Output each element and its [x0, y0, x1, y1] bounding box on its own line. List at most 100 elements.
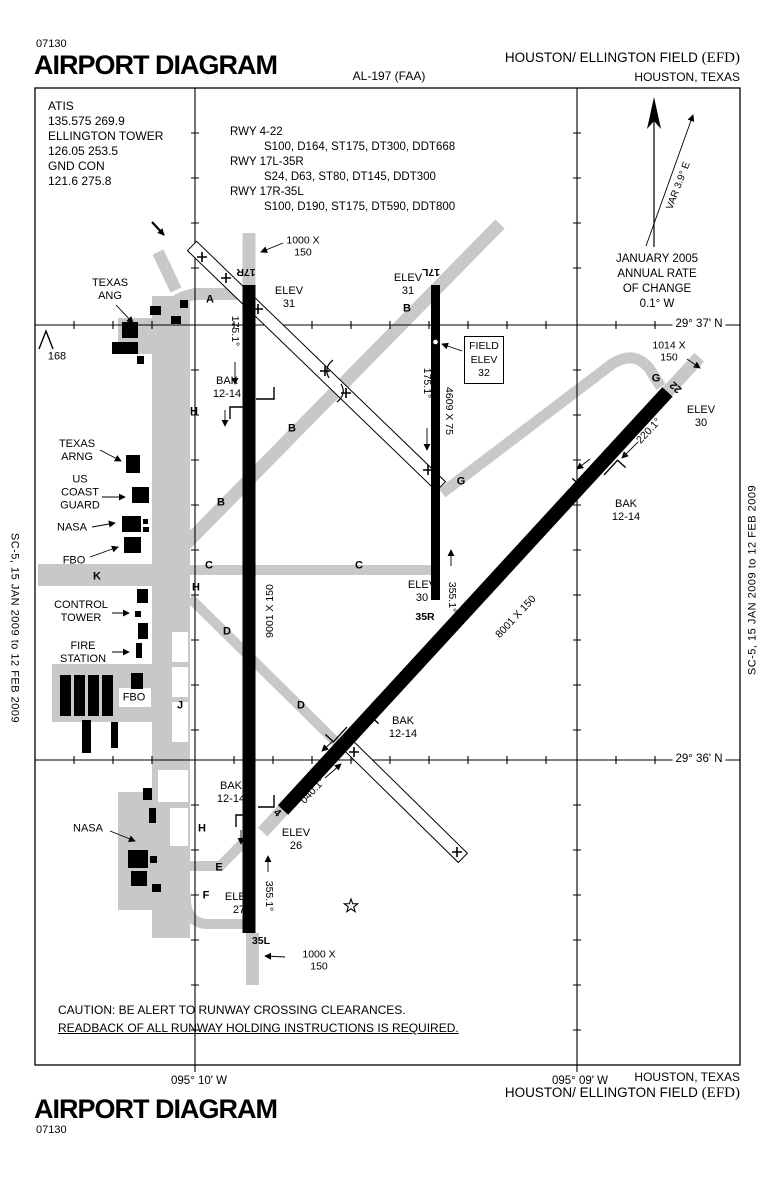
- field-elev-box: FIELD ELEV 32: [464, 336, 504, 384]
- buildings: [60, 300, 188, 892]
- heading-355-35l: 355.1°: [263, 880, 276, 912]
- bak-label-17r: BAK 12-14: [212, 375, 242, 400]
- ground-label: GND CON: [48, 159, 105, 173]
- bak-label-rwy4: BAK 12-14: [388, 715, 418, 740]
- dim-17r-35l: 9001 X 150: [263, 584, 276, 638]
- label-fire-station: FIRE STATION: [59, 640, 107, 665]
- obstruction-icon: [38, 329, 54, 350]
- rwy-4-22-label: RWY 4-22: [230, 126, 283, 138]
- rwy-4-22-strength: S100, D164, ST175, DT300, DDT668: [264, 141, 456, 153]
- north-arrow-head: [647, 97, 661, 129]
- dim-17l-35r: 4609 X 75: [443, 387, 456, 435]
- taxiway-label-c1: C: [205, 559, 213, 572]
- label-texas-ang: TEXAS ANG: [91, 277, 129, 302]
- taxiway-label-h2: H: [192, 581, 200, 594]
- heading-175-17r: 175.1°: [229, 315, 242, 347]
- taxiway-e: [188, 832, 254, 871]
- tower-label: ELLINGTON TOWER: [48, 129, 164, 143]
- lat-label-29-36: 29° 36' N: [672, 753, 726, 767]
- label-fbo-upper: FBO: [62, 554, 86, 567]
- field-elev-line1: FIELD: [469, 340, 499, 352]
- beacon-star-icon: [342, 897, 360, 914]
- variation-line4: 0.1° W: [639, 298, 675, 311]
- north-arrow: [647, 97, 661, 247]
- rwy-17l-35r-label: RWY 17L-35R: [230, 156, 304, 168]
- al-ref: AL-197 (FAA): [352, 68, 426, 83]
- overrun-label-22: 1014 X 150: [652, 339, 686, 364]
- atis-freq: 135.575 269.9: [48, 114, 125, 128]
- building-texas-arng: [126, 455, 140, 473]
- field-elev-value: 32: [478, 367, 490, 380]
- elev-35r: ELEV 30: [407, 579, 437, 604]
- building-control-tower: [135, 611, 141, 617]
- elev-35l: ELEV 27: [224, 891, 254, 916]
- overrun-label-35l: 1000 X 150: [302, 948, 336, 973]
- taxiway-label-k: K: [93, 570, 101, 583]
- runway-17l-35r: [431, 285, 440, 600]
- taxiway-label-j: J: [176, 699, 184, 712]
- building-fire-station: [136, 643, 142, 658]
- caution-line1: CAUTION: BE ALERT TO RUNWAY CROSSING CLE…: [58, 1003, 406, 1017]
- ticks-lon-right: [573, 132, 581, 1031]
- lat-label-29-37: 29° 37' N: [672, 318, 726, 332]
- airport-name-bottom: HOUSTON/ ELLINGTON FIELD (EFD): [504, 1085, 740, 1101]
- edge-date-left: SC-5, 15 JAN 2009 to 12 FEB 2009: [8, 532, 21, 724]
- label-control-tower: CONTROL TOWER: [54, 599, 108, 624]
- chart-code-top: 07130: [36, 38, 67, 50]
- bak-label-rwy22: BAK 12-14: [611, 498, 641, 523]
- label-nasa-lower: NASA: [73, 822, 103, 835]
- rwy-17r-35l-strength: S100, D190, ST175, DT590, DDT800: [264, 201, 456, 213]
- building-uscg: [132, 487, 149, 503]
- taxiway-label-d1: D: [223, 625, 231, 638]
- taxiway-lines: [152, 219, 666, 929]
- caution-line2: READBACK OF ALL RUNWAY HOLDING INSTRUCTI…: [58, 1021, 459, 1035]
- building-fbo: [124, 537, 141, 553]
- overrun-label-17r: 1000 X 150: [286, 234, 320, 259]
- page-title-top: AIRPORT DIAGRAM: [34, 50, 278, 80]
- overrun-17r: [242, 233, 256, 286]
- runway-id-17l: 17L: [421, 266, 441, 279]
- taxiway-g: [438, 352, 666, 498]
- label-us-coast-guard: US COAST GUARD: [60, 473, 100, 512]
- atis-label: ATIS: [48, 99, 74, 113]
- elev-22: ELEV 30: [686, 404, 716, 429]
- taxiway-label-b3: B: [217, 496, 225, 509]
- runway-17r-35l: [242, 285, 256, 933]
- taxiway-label-c2: C: [355, 559, 363, 572]
- taxiway-label-h1: H: [190, 405, 198, 418]
- field-elev-point: [433, 339, 438, 345]
- heading-355-35r: 355.1°: [446, 581, 459, 613]
- runway-id-35r: 35R: [415, 610, 435, 623]
- city-state-top: HOUSTON, TEXAS: [634, 70, 740, 84]
- taxiway-label-g2: G: [651, 372, 661, 385]
- page-title-bottom: AIRPORT DIAGRAM: [34, 1094, 278, 1124]
- threshold-4-pavement: [257, 805, 288, 837]
- leader-arrows: [89, 242, 701, 960]
- bak-label-35l: BAK 12-14: [216, 780, 246, 805]
- taxiway-label-a: A: [206, 293, 214, 306]
- runway-4-22: [277, 387, 673, 815]
- closed-runway-pointer-icon: [151, 221, 165, 236]
- variation-line1: JANUARY 2005: [615, 253, 699, 266]
- apron-notches: [119, 632, 188, 846]
- taxiway-label-b2: B: [288, 422, 296, 435]
- pavement-stub-nw: [152, 249, 182, 293]
- label-nasa-upper: NASA: [57, 521, 87, 534]
- rwy-17l-35r-strength: S24, D63, ST80, DT145, DDT300: [264, 171, 436, 183]
- variation-line3: OF CHANGE: [622, 283, 692, 296]
- runways: [242, 285, 673, 933]
- lon-label-095-10: 095° 10' W: [170, 1075, 228, 1088]
- neatline-border: [34, 87, 741, 1066]
- taxiway-label-h3: H: [198, 822, 206, 835]
- airport-code-top: (EFD): [701, 50, 740, 66]
- runway-id-35l: 35L: [251, 934, 271, 947]
- chart-code-bottom: 07130: [36, 1124, 67, 1136]
- overrun-35l: [246, 933, 259, 985]
- heading-175-17l: 175.1°: [421, 367, 434, 399]
- taxiway-label-g1: G: [456, 475, 466, 488]
- elev-4: ELEV 26: [281, 827, 311, 852]
- field-elev-line2: ELEV: [470, 353, 498, 366]
- tower-freq: 126.05 253.5: [48, 144, 119, 158]
